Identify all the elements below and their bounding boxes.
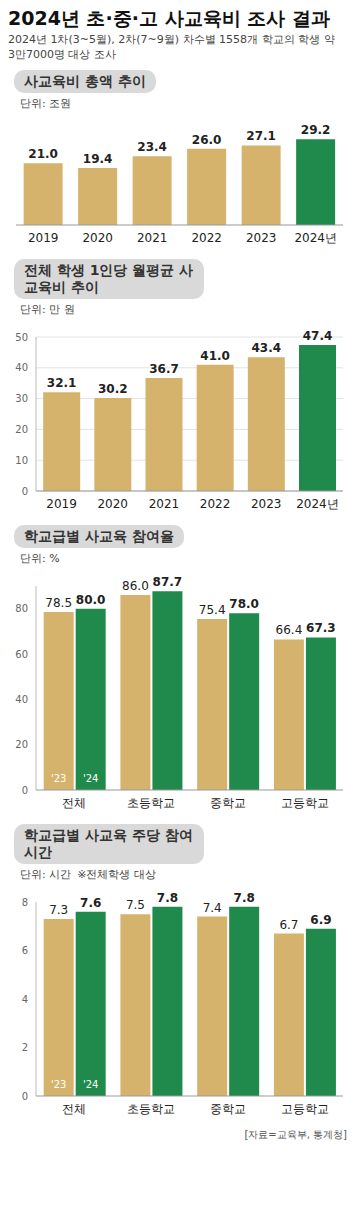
svg-text:41.0: 41.0	[200, 349, 230, 363]
svg-text:2: 2	[22, 1042, 28, 1053]
svg-text:67.3: 67.3	[306, 621, 336, 635]
svg-text:20: 20	[15, 739, 28, 750]
svg-text:19.4: 19.4	[83, 152, 113, 166]
html-text:사교육비 총액 추이: 사교육비 총액 추이	[24, 73, 146, 89]
svg-text:2022: 2022	[191, 231, 222, 245]
svg-text:2020: 2020	[82, 231, 113, 245]
svg-text:29.2: 29.2	[301, 123, 331, 137]
svg-text:60: 60	[15, 649, 28, 660]
svg-text:'24: '24	[83, 773, 98, 784]
svg-text:전체: 전체	[62, 796, 86, 810]
html-text:2024년 1차(3~5월), 2차(7~9월) 차수별 1: 2024년 1차(3~5월), 2차(7~9월) 차수별 1558개 학교의 학…	[8, 33, 335, 61]
svg-text:2024년: 2024년	[296, 497, 339, 511]
svg-text:7.8: 7.8	[157, 891, 178, 905]
svg-text:23.4: 23.4	[137, 140, 167, 154]
svg-text:6.9: 6.9	[310, 913, 331, 927]
svg-text:2020: 2020	[97, 497, 128, 511]
html-text:※전체학생 대상: ※전체학생 대상	[77, 868, 156, 881]
html-text:[자료=교육부, 통계청]: [자료=교육부, 통계청]	[244, 1129, 347, 1140]
svg-text:43.4: 43.4	[252, 341, 282, 355]
svg-text:26.0: 26.0	[192, 133, 222, 147]
svg-text:75.4: 75.4	[199, 603, 226, 617]
svg-text:87.7: 87.7	[153, 575, 183, 589]
svg-text:27.1: 27.1	[246, 129, 276, 143]
svg-text:86.0: 86.0	[122, 579, 149, 593]
svg-text:6.7: 6.7	[279, 918, 298, 932]
svg-text:'23: '23	[51, 773, 66, 784]
html-text:단위: 시간: 단위: 시간	[20, 868, 72, 881]
svg-text:0: 0	[22, 1091, 28, 1102]
svg-text:초등학교: 초등학교	[127, 1102, 175, 1116]
html-text:학교급별 사교육 참여율: 학교급별 사교육 참여율	[24, 528, 174, 544]
svg-text:2022: 2022	[200, 497, 231, 511]
svg-text:중학교: 중학교	[210, 1102, 246, 1116]
html-text:2024년 초·중·고 사교육비 조사 결과: 2024년 초·중·고 사교육비 조사 결과	[8, 7, 330, 29]
html-text:전체 학생 1인당 월평균 사교육비 추이: 전체 학생 1인당 월평균 사교육비 추이	[24, 262, 194, 295]
svg-text:2023: 2023	[246, 231, 277, 245]
svg-text:20: 20	[15, 424, 28, 435]
svg-text:전체: 전체	[62, 1102, 86, 1116]
svg-text:8: 8	[22, 897, 28, 908]
svg-text:2021: 2021	[137, 231, 168, 245]
svg-text:고등학교: 고등학교	[281, 796, 329, 810]
svg-text:78.0: 78.0	[229, 597, 259, 611]
svg-text:'24: '24	[83, 1079, 98, 1090]
svg-text:2019: 2019	[28, 231, 59, 245]
svg-text:80.0: 80.0	[76, 593, 106, 607]
svg-text:36.7: 36.7	[149, 362, 179, 376]
svg-text:50: 50	[15, 332, 28, 343]
svg-text:2023: 2023	[251, 497, 282, 511]
svg-text:7.5: 7.5	[126, 898, 145, 912]
svg-text:0: 0	[22, 785, 28, 796]
svg-text:78.5: 78.5	[45, 596, 72, 610]
svg-text:7.4: 7.4	[203, 901, 222, 915]
html-text:단위: 만 원: 단위: 만 원	[20, 303, 75, 316]
svg-text:40: 40	[15, 694, 28, 705]
svg-text:7.6: 7.6	[80, 896, 101, 910]
svg-text:0: 0	[22, 486, 28, 497]
svg-text:40: 40	[15, 362, 28, 373]
svg-text:2021: 2021	[149, 497, 180, 511]
svg-text:7.3: 7.3	[49, 903, 68, 917]
svg-text:10: 10	[15, 455, 28, 466]
svg-text:고등학교: 고등학교	[281, 1102, 329, 1116]
svg-text:32.1: 32.1	[47, 376, 77, 390]
svg-text:80: 80	[15, 603, 28, 614]
svg-text:21.0: 21.0	[28, 147, 58, 161]
svg-text:6: 6	[22, 945, 28, 956]
html-text:학교급별 사교육 주당 참여시간: 학교급별 사교육 주당 참여시간	[24, 827, 193, 860]
html-text:단위: %: 단위: %	[20, 552, 60, 565]
svg-text:2019: 2019	[46, 497, 77, 511]
svg-text:30: 30	[15, 393, 28, 404]
svg-text:중학교: 중학교	[210, 796, 246, 810]
svg-text:66.4: 66.4	[276, 623, 303, 637]
svg-text:'23: '23	[51, 1079, 66, 1090]
html-text:단위: 조원: 단위: 조원	[20, 97, 72, 110]
svg-text:30.2: 30.2	[98, 382, 128, 396]
svg-text:2024년: 2024년	[294, 231, 337, 245]
svg-text:4: 4	[22, 994, 28, 1005]
svg-text:47.4: 47.4	[303, 329, 333, 343]
svg-text:7.8: 7.8	[234, 891, 255, 905]
svg-text:초등학교: 초등학교	[127, 796, 175, 810]
